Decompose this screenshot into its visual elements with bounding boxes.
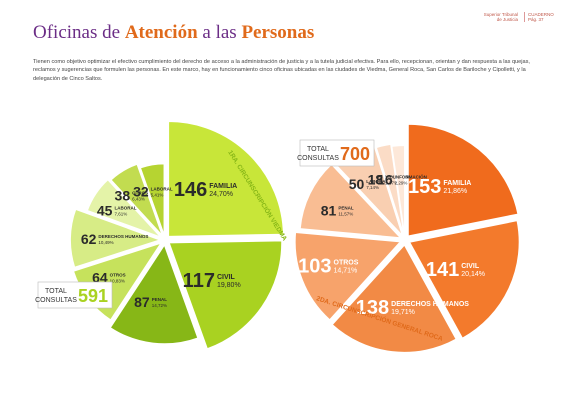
- pie-slice-6: [86, 178, 162, 238]
- total-box-bg: [37, 281, 113, 309]
- slice-pct-4: 10,83%: [110, 279, 125, 284]
- pie-slice-5: [69, 208, 162, 269]
- slice-name-6: LABORAL: [114, 205, 136, 210]
- pie-slice-2: [408, 219, 520, 340]
- slice-value-6: 50: [349, 176, 365, 192]
- slice-name-5: DERECHOS HUMANOS: [98, 234, 148, 239]
- slice-value-3: 138: [356, 297, 389, 319]
- slice-value-2: 141: [426, 259, 459, 281]
- slice-value-7: 38: [115, 187, 131, 203]
- title-part3: a las: [197, 22, 242, 43]
- slice-pct-6: 7,14%: [366, 185, 379, 190]
- slice-name-8: LABORAL: [151, 187, 173, 192]
- slice-value-8: 32: [133, 183, 149, 199]
- total-box-2: TOTAL CONSULTAS 700: [297, 139, 375, 167]
- slice-value-7: 18: [368, 172, 384, 188]
- slice-name-7: OTROS: [132, 190, 148, 195]
- slice-value-3: 87: [134, 294, 150, 310]
- header-org: Superior Tribunal de Justicia: [483, 12, 518, 22]
- pie-slice-8: [139, 163, 165, 236]
- slice-pct-5: 11,57%: [338, 211, 353, 216]
- total-box-bg: [299, 139, 375, 167]
- slice-pct-3: 19,71%: [391, 309, 415, 316]
- slice-name-3: PENAL: [152, 297, 168, 302]
- intro-text: Tienen como objetivo optimizar el efecti…: [33, 59, 530, 82]
- slice-name-1: FAMILIA: [209, 183, 237, 190]
- total-box-1: TOTAL CONSULTAS 591: [35, 281, 113, 309]
- pie-slice-4: [294, 231, 402, 321]
- slice-name-4: OTROS: [110, 273, 126, 278]
- pie-slice-7: [110, 163, 163, 237]
- total-label-1: TOTAL: [307, 146, 329, 153]
- slice-pct-2: 20,14%: [461, 271, 485, 278]
- slice-value-8: 16: [377, 172, 393, 188]
- pie-slice-7: [375, 143, 405, 236]
- title-part1: Oficinas de: [33, 22, 125, 43]
- slice-pct-8: 5,41%: [151, 193, 164, 198]
- pie-slice-3: [109, 243, 199, 345]
- slice-pct-1: 24,70%: [209, 191, 233, 198]
- total-label-1: TOTAL: [45, 288, 67, 295]
- page-title: Oficinas de Atención a las Personas: [33, 22, 314, 44]
- slice-value-2: 117: [183, 270, 215, 292]
- pie-slice-3: [331, 243, 458, 354]
- pie-slice-1: [407, 123, 519, 237]
- slice-pct-7: 2,57%: [385, 181, 398, 186]
- slice-pct-6: 7,61%: [114, 211, 127, 216]
- slice-name-2: CIVIL: [461, 263, 480, 270]
- slice-value-5: 81: [321, 202, 337, 218]
- slice-name-8: INFORMACIÓN: [395, 173, 427, 180]
- slice-value-5: 62: [81, 231, 97, 247]
- slice-name-5: PENAL: [338, 205, 354, 210]
- header-ref: CUADERNO Pág. 37: [524, 12, 562, 22]
- total-label-2: CONSULTAS: [35, 297, 77, 304]
- slice-value-6: 45: [97, 202, 113, 218]
- slice-name-1: FAMILIA: [443, 180, 471, 187]
- title-part4: Personas: [241, 22, 315, 43]
- title-part2: Atención: [124, 22, 198, 43]
- slice-name-3: DERECHOS HUMANOS: [391, 301, 469, 308]
- slice-pct-7: 6,43%: [132, 196, 145, 201]
- slice-value-4: 64: [92, 270, 108, 286]
- slice-name-2: CIVIL: [217, 274, 236, 281]
- total-label-2: CONSULTAS: [297, 155, 339, 162]
- total-value: 700: [340, 144, 370, 164]
- slice-value-1: 153: [408, 176, 441, 198]
- slice-value-4: 103: [298, 256, 331, 278]
- total-value: 591: [78, 286, 108, 306]
- slice-value-1: 146: [174, 179, 207, 201]
- slice-pct-5: 10,49%: [98, 240, 113, 245]
- pie-slice-2: [168, 240, 283, 350]
- pie-slice-8: [391, 144, 406, 236]
- pie-slice-1: [167, 120, 285, 238]
- slice-pct-2: 19,80%: [217, 282, 241, 289]
- slice-name-4: OTROS: [334, 260, 359, 267]
- slice-pct-4: 14,71%: [334, 268, 358, 275]
- slice-pct-1: 21,86%: [443, 188, 467, 195]
- slice-pct-3: 14,72%: [152, 303, 167, 308]
- slice-name-6: LABORAL: [366, 179, 388, 184]
- slice-pct-8: 2,29%: [395, 181, 408, 186]
